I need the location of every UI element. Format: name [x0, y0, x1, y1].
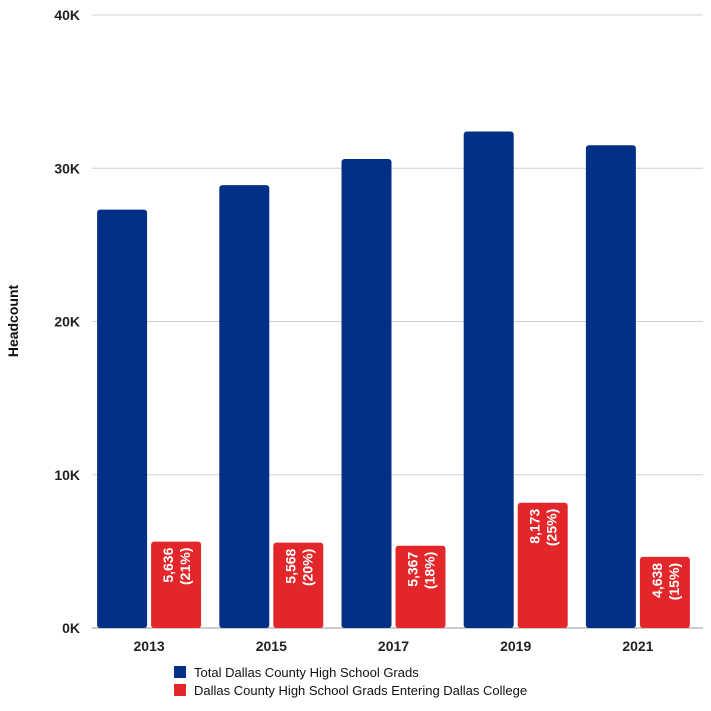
y-tick-label: 0K [62, 620, 80, 636]
data-label-2017: 5,367(18%) [405, 552, 438, 590]
legend-label-total: Total Dallas County High School Grads [194, 665, 419, 680]
y-tick-label: 10K [54, 467, 80, 483]
legend-swatch-entering [174, 684, 186, 696]
x-tick-label: 2017 [378, 638, 409, 654]
x-tick-label: 2019 [500, 638, 531, 654]
bars: 5,636(21%) 5,568(20%) 5,367(18%) 8,173(25%)… [97, 131, 690, 629]
data-label-2015: 5,568(20%) [282, 548, 315, 586]
bar-entering-2019 [517, 502, 568, 628]
bar-entering-2015 [273, 542, 324, 628]
bar-total-2021 [585, 145, 636, 628]
bar-total-2015 [219, 185, 270, 629]
x-tick-label: 2021 [622, 638, 653, 654]
data-label-2013: 5,636(21%) [160, 547, 193, 585]
legend-swatch-total [174, 666, 186, 678]
bar-entering-2021 [639, 556, 690, 628]
bar-entering-2013 [151, 541, 202, 628]
bar-total-2013 [97, 209, 148, 628]
y-tick-label: 40K [54, 7, 80, 23]
x-axis-ticks: 2013 2015 2017 2019 2021 [134, 638, 654, 654]
x-tick-label: 2013 [134, 638, 165, 654]
data-label-2021: 4,638(15%) [649, 563, 682, 601]
bar-total-2019 [463, 131, 514, 628]
x-tick-label: 2015 [256, 638, 287, 654]
y-tick-label: 30K [54, 160, 80, 176]
legend: Total Dallas County High School Grads Da… [174, 665, 527, 698]
y-axis-ticks: 0K 10K 20K 30K 40K [54, 7, 80, 636]
data-label-2019: 8,173(25%) [527, 509, 560, 547]
y-axis-label: Headcount [5, 284, 21, 357]
bar-total-2017 [341, 159, 392, 628]
y-tick-label: 20K [54, 314, 80, 330]
legend-label-entering: Dallas County High School Grads Entering… [194, 683, 527, 698]
bar-entering-2017 [395, 545, 446, 628]
